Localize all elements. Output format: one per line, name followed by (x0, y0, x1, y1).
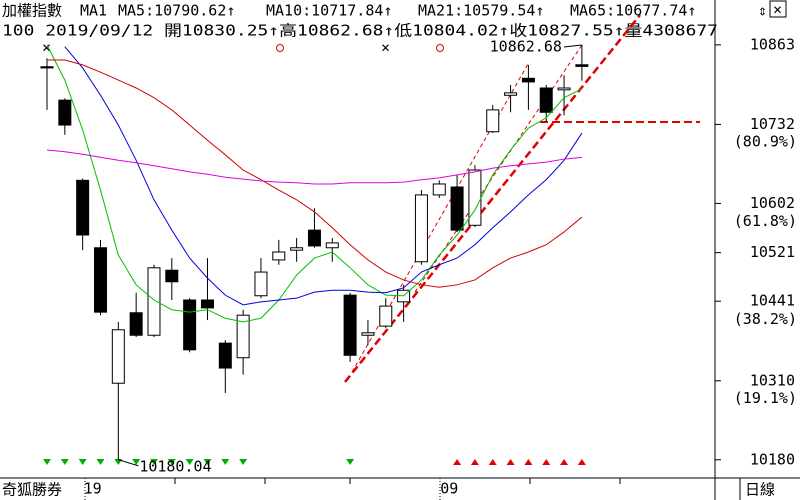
info-line: 100 2019/09/12 開10830.25↑高10862.68↑低1080… (2, 22, 718, 40)
sell-signal (239, 459, 248, 465)
sell-signal (167, 459, 176, 465)
buy-signal (488, 459, 497, 465)
sell-signal (132, 459, 141, 465)
candle-body (432, 183, 446, 196)
buy-signal (453, 459, 462, 465)
candle-body (272, 251, 286, 261)
candle-body (557, 87, 571, 91)
candle-body (290, 247, 304, 251)
candle-body (486, 109, 500, 133)
candle-body (93, 247, 107, 313)
candle-body (254, 271, 268, 297)
ma-line (64, 46, 583, 306)
ma-line (47, 59, 583, 288)
candle-body (504, 92, 518, 96)
ratio-label: (80.9%) (734, 133, 797, 151)
close-icon: × (773, 1, 782, 19)
legend-entry: MA21:10579.54↑ (418, 2, 544, 20)
sell-signal (221, 459, 230, 465)
buy-signal (506, 459, 515, 465)
sell-signal (346, 459, 355, 465)
sort-icon[interactable]: ⇕ (758, 2, 767, 20)
y-tick-label: 10180 (750, 450, 795, 468)
sell-signal (96, 459, 105, 465)
candle-body (218, 342, 232, 369)
candle-body (539, 87, 553, 113)
close-button[interactable] (769, 0, 787, 18)
chart-title: 加權指數 (2, 2, 62, 20)
candle-body (129, 312, 143, 336)
candle-body (414, 194, 428, 263)
sell-signal (78, 459, 87, 465)
candle-body (200, 299, 214, 309)
sell-signal (203, 459, 212, 465)
candle-body (521, 77, 535, 83)
sell-signal (149, 459, 158, 465)
buy-signal (524, 459, 533, 465)
y-tick-label: 10732 (750, 115, 795, 133)
ratio-label: (19.1%) (734, 389, 797, 407)
min-pointer (118, 459, 139, 467)
max-label: 10862.68 (490, 38, 562, 56)
candle-body (111, 329, 125, 384)
svg-text:×: × (42, 39, 51, 57)
buy-signal (470, 459, 479, 465)
period-label: 日線 (745, 481, 775, 499)
candle-body (379, 305, 393, 327)
y-tick-label: 10863 (750, 35, 795, 53)
candle-body (468, 169, 482, 226)
svg-text:×: × (381, 39, 390, 57)
y-tick-label: 10602 (750, 194, 795, 212)
candle-body (343, 294, 357, 356)
candle-body (40, 66, 54, 69)
buy-signal (560, 459, 569, 465)
y-tick-label: 10441 (750, 292, 795, 310)
y-tick-label: 10310 (750, 371, 795, 389)
legend-entry: MA10:10717.84↑ (266, 2, 392, 20)
max-pointer (563, 44, 582, 48)
candle-body (450, 186, 464, 231)
candle-body (76, 179, 90, 236)
sell-signal (185, 459, 194, 465)
candle-body (307, 229, 321, 247)
candle-body (165, 269, 179, 283)
sell-signal (43, 459, 51, 465)
candle-body (575, 64, 589, 67)
buy-signal (577, 459, 586, 465)
buy-signal (542, 459, 551, 465)
candle-body (147, 267, 161, 336)
ratio-label: (38.2%) (734, 310, 797, 328)
candle-body (58, 99, 72, 126)
legend-entry: MA5:10790.62↑ (118, 2, 235, 20)
source-label: 奇狐勝券 (2, 481, 62, 499)
min-label: 10180.04 (139, 457, 211, 475)
ratio-label: (61.8%) (734, 212, 797, 230)
legend-entry: MA65:10677.74↑ (570, 2, 696, 20)
candle-body (236, 314, 250, 359)
x-tick-label: 19 (84, 480, 102, 498)
signal-markers: × × (42, 39, 444, 57)
y-tick-label: 10521 (750, 243, 795, 261)
candle-body (361, 332, 375, 336)
x-axis-ticks (84, 478, 741, 500)
chart-subtitle: MA1 (80, 2, 107, 20)
sell-signal (60, 459, 69, 465)
ma-line (46, 44, 583, 323)
x-tick-label: 09 (440, 480, 458, 498)
candle-body (183, 299, 197, 351)
candle-body (325, 242, 339, 249)
ma-line (46, 149, 582, 185)
